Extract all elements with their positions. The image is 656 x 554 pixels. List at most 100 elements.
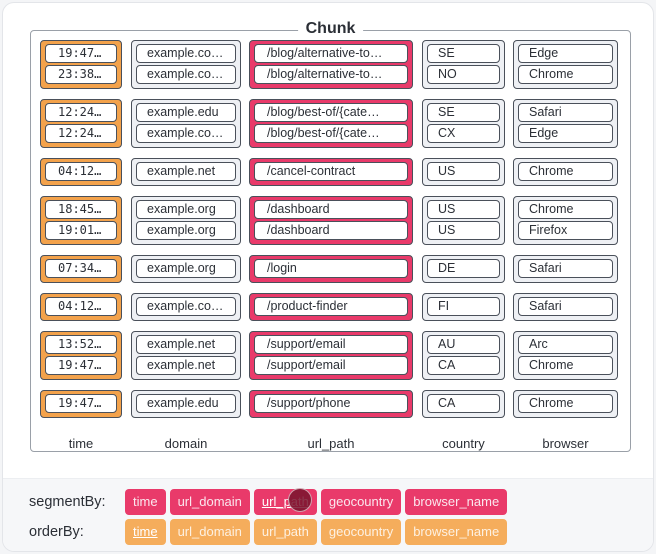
group-domain: example.co… — [131, 293, 241, 321]
segment-by-browser-name-button[interactable]: browser_name — [405, 489, 508, 515]
cell-time: 19:47… — [45, 44, 117, 63]
order-by-geocountry-button[interactable]: geocountry — [320, 519, 402, 545]
group-url-path: /dashboard/dashboard — [249, 196, 413, 245]
cell-browser: Edge — [518, 124, 613, 143]
segment-by-url-domain-button[interactable]: url_domain — [169, 489, 250, 515]
group-url-path: /support/phone — [249, 390, 413, 418]
cell-browser: Arc — [518, 335, 613, 354]
group-url-path: /support/email/support/email — [249, 331, 413, 380]
group-url-path: /login — [249, 255, 413, 283]
cell-domain: example.net — [136, 162, 236, 181]
cell-url-path: /blog/best-of/{cate… — [254, 103, 408, 122]
order-by-time-button[interactable]: time — [125, 519, 166, 545]
group-url-path: /blog/best-of/{cate… /blog/best-of/{cate… — [249, 99, 413, 148]
group-domain: example.co… example.co… — [131, 40, 241, 89]
group-country: US — [422, 158, 505, 186]
group-time: 13:52… 19:47… — [40, 331, 122, 380]
cell-time: 19:01… — [45, 221, 117, 240]
cell-time: 07:34… — [45, 259, 117, 278]
group-browser: Chrome — [513, 158, 618, 186]
group-country: DE — [422, 255, 505, 283]
group-country: US US — [422, 196, 505, 245]
group-url-path: /product-finder — [249, 293, 413, 321]
cell-time: 04:12… — [45, 162, 117, 181]
cell-country: AU — [427, 335, 500, 354]
order-by-url-path-button[interactable]: url_path — [253, 519, 317, 545]
cell-time: 12:24… — [45, 124, 117, 143]
cell-browser: Chrome — [518, 162, 613, 181]
group-time: 07:34… — [40, 255, 122, 283]
segment-by-time-button[interactable]: time — [125, 489, 166, 515]
cell-domain: example.org — [136, 200, 236, 219]
order-by-row: orderBy: time url_domain url_path geocountr… — [29, 519, 511, 545]
group-time: 04:12… — [40, 158, 122, 186]
segment-by-label: segmentBy: — [29, 494, 106, 510]
cell-domain: example.net — [136, 335, 236, 354]
cell-country: US — [427, 162, 500, 181]
group-browser: Safari — [513, 293, 618, 321]
cell-country: CX — [427, 124, 500, 143]
cell-time: 04:12… — [45, 297, 117, 316]
cell-country: SE — [427, 44, 500, 63]
cell-url-path: /support/email — [254, 335, 408, 354]
group-time: 18:45… 19:01… — [40, 196, 122, 245]
cell-domain: example.co… — [136, 44, 236, 63]
group-browser: Chrome — [513, 390, 618, 418]
group-domain: example.net example.net — [131, 331, 241, 380]
group-time: 04:12… — [40, 293, 122, 321]
cell-url-path: /support/phone — [254, 394, 408, 413]
cell-country: NO — [427, 65, 500, 84]
cell-country: CA — [427, 394, 500, 413]
group-time: 12:24… 12:24… — [40, 99, 122, 148]
segment-by-row: segmentBy: time url_domain url_path geocoun… — [29, 489, 511, 515]
column-label-url-path: url_path — [307, 436, 355, 451]
cell-domain: example.edu — [136, 394, 236, 413]
group-browser: Arc Chrome — [513, 331, 618, 380]
cell-browser: Edge — [518, 44, 613, 63]
cell-country: FI — [427, 297, 500, 316]
order-by-browser-name-button[interactable]: browser_name — [405, 519, 508, 545]
column-label-domain: domain — [164, 436, 208, 451]
group-country: AU CA — [422, 331, 505, 380]
cell-browser: Chrome — [518, 65, 613, 84]
cell-browser: Chrome — [518, 394, 613, 413]
group-browser: Chrome Firefox — [513, 196, 618, 245]
cell-domain: example.co… — [136, 124, 236, 143]
chunk-title: Chunk — [297, 20, 364, 38]
cell-url-path: /product-finder — [254, 297, 408, 316]
cell-url-path: /blog/best-of/{cate… — [254, 124, 408, 143]
cell-country: US — [427, 221, 500, 240]
group-domain: example.edu example.co… — [131, 99, 241, 148]
column-label-browser: browser — [542, 436, 589, 451]
cell-domain: example.edu — [136, 103, 236, 122]
order-by-label: orderBy: — [29, 524, 84, 540]
cell-domain: example.net — [136, 356, 236, 375]
cell-browser: Chrome — [518, 356, 613, 375]
group-browser: Safari Edge — [513, 99, 618, 148]
cell-url-path: /blog/alternative-to… — [254, 44, 408, 63]
group-domain: example.net — [131, 158, 241, 186]
cell-browser: Firefox — [518, 221, 613, 240]
cell-country: US — [427, 200, 500, 219]
cell-url-path: /dashboard — [254, 221, 408, 240]
segment-by-geocountry-button[interactable]: geocountry — [320, 489, 402, 515]
cell-time: 13:52… — [45, 335, 117, 354]
cell-country: DE — [427, 259, 500, 278]
group-url-path: /cancel-contract — [249, 158, 413, 186]
group-browser: Edge Chrome — [513, 40, 618, 89]
group-time: 19:47… — [40, 390, 122, 418]
group-domain: example.edu — [131, 390, 241, 418]
cell-domain: example.co… — [136, 297, 236, 316]
order-by-options: time url_domain url_path geocountry browser_… — [125, 519, 511, 545]
group-url-path: /blog/alternative-to… /blog/alternative-t… — [249, 40, 413, 89]
chunk-panel: Chunk 19:47… 23:38… 12:24… 12:24… 04:12… 18:4… — [30, 20, 631, 452]
cell-time: 18:45… — [45, 200, 117, 219]
group-country: SE CX — [422, 99, 505, 148]
group-browser: Safari — [513, 255, 618, 283]
group-country: FI — [422, 293, 505, 321]
column-label-time: time — [68, 436, 94, 451]
cell-url-path: /blog/alternative-to… — [254, 65, 408, 84]
cell-domain: example.co… — [136, 65, 236, 84]
order-by-url-domain-button[interactable]: url_domain — [169, 519, 250, 545]
